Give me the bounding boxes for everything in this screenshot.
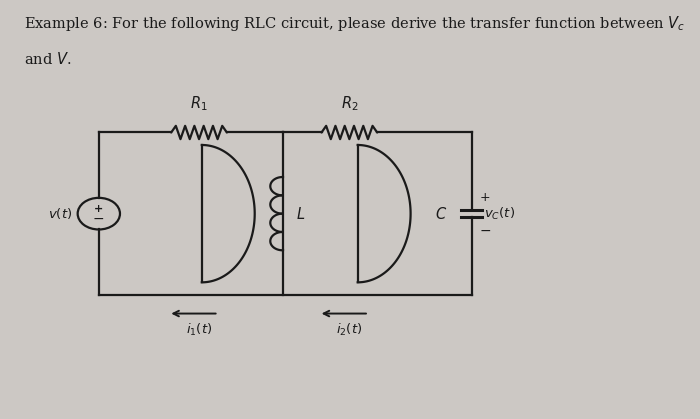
- Text: −: −: [93, 212, 104, 226]
- Text: $-$: $-$: [479, 222, 491, 236]
- Text: $R_2$: $R_2$: [341, 94, 358, 113]
- Text: Example 6: For the following RLC circuit, please derive the transfer function be: Example 6: For the following RLC circuit…: [24, 14, 685, 33]
- Text: $C$: $C$: [435, 206, 447, 222]
- Text: and $V$.: and $V$.: [24, 52, 71, 67]
- Text: $R_1$: $R_1$: [190, 94, 208, 113]
- Text: $v_C(t)$: $v_C(t)$: [484, 206, 515, 222]
- Text: $i_2(t)$: $i_2(t)$: [336, 322, 363, 338]
- Text: $L$: $L$: [297, 206, 306, 222]
- Text: $v(t)$: $v(t)$: [48, 206, 72, 221]
- Text: $i_1(t)$: $i_1(t)$: [186, 322, 212, 338]
- Text: +: +: [94, 204, 104, 214]
- Text: $+$: $+$: [479, 191, 490, 204]
